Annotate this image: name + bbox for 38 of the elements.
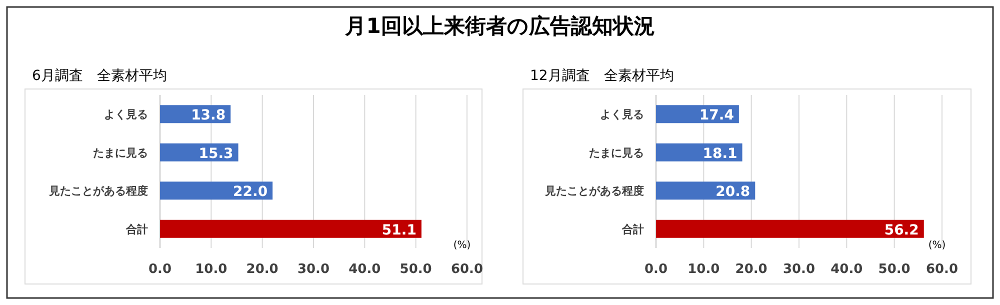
bar	[656, 220, 924, 238]
x-tick-label: 20.0	[735, 262, 768, 277]
data-label: 22.0	[233, 184, 268, 200]
x-tick-label: 40.0	[348, 262, 381, 277]
data-label: 18.1	[702, 146, 738, 162]
data-label: 56.2	[884, 222, 919, 238]
x-tick-label: 60.0	[926, 262, 958, 277]
y-tick-label: 見たことがある程度	[544, 184, 644, 198]
y-tick-label: たまに見る	[589, 146, 644, 160]
bar	[160, 182, 273, 200]
data-label: 51.1	[382, 222, 416, 238]
x-tick-label: 60.0	[450, 262, 484, 277]
data-label: 15.3	[198, 146, 234, 162]
bar	[160, 220, 422, 238]
data-label: 20.8	[716, 184, 750, 200]
x-tick-label: 0.0	[644, 262, 668, 277]
x-tick-label: 20.0	[246, 262, 278, 277]
data-label: 17.4	[699, 108, 734, 124]
x-tick-label: 10.0	[688, 262, 720, 277]
x-tick-label: 30.0	[297, 262, 330, 277]
x-tick-label: 40.0	[830, 262, 863, 277]
x-tick-label: 0.0	[148, 262, 172, 277]
y-tick-label: 見たことがある程度	[48, 184, 148, 198]
chart-title: 月1回以上来街者の広告認知状況	[344, 14, 655, 38]
x-axis-title: (%)	[928, 240, 946, 251]
y-tick-label: たまに見る	[93, 146, 148, 160]
x-tick-label: 50.0	[878, 262, 910, 277]
x-axis-title: (%)	[453, 240, 471, 251]
x-tick-label: 30.0	[782, 262, 816, 277]
chart-subtitle: 12月調査 全素材平均	[530, 68, 674, 84]
data-label: 13.8	[191, 108, 226, 124]
y-tick-label: 合計	[125, 222, 148, 236]
y-tick-label: よく見る	[600, 108, 644, 122]
x-tick-label: 50.0	[400, 262, 432, 277]
y-tick-label: よく見る	[104, 108, 148, 122]
chart-subtitle: 6月調査 全素材平均	[32, 68, 167, 84]
y-tick-label: 合計	[621, 222, 644, 236]
x-tick-label: 10.0	[195, 262, 228, 277]
